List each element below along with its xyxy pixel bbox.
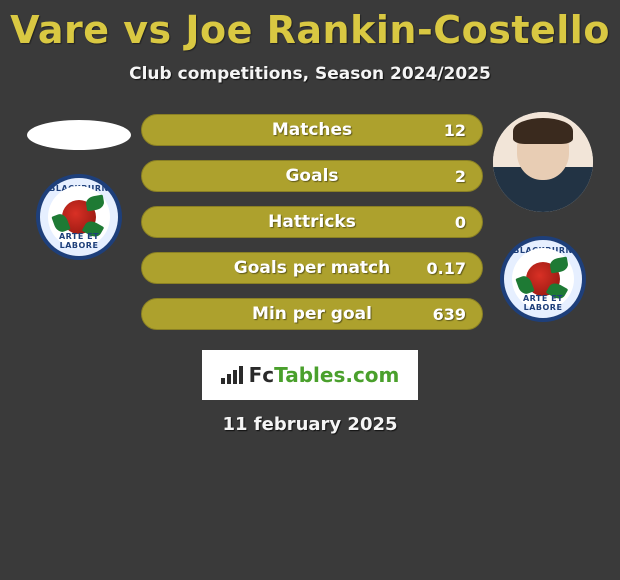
- rose-icon: [526, 262, 560, 296]
- stat-value: 2: [455, 167, 466, 186]
- stat-label: Hattricks: [268, 212, 356, 232]
- player-right-photo: [493, 112, 593, 212]
- stat-bar-hattricks: Hattricks 0: [141, 206, 483, 238]
- comparison-card: Vare vs Joe Rankin-Costello Club competi…: [0, 0, 620, 435]
- stats-column: Matches 12 Goals 2 Hattricks 0 Goals per…: [141, 112, 483, 330]
- badge-bottom-text: ARTE ET LABORE: [504, 294, 582, 312]
- stat-value: 639: [433, 305, 466, 324]
- stat-bar-matches: Matches 12: [141, 114, 483, 146]
- main-row: BLACKBURN ROVERS ARTE ET LABORE Matches …: [0, 112, 620, 330]
- brand-prefix: Fc: [249, 363, 275, 387]
- brand-suffix: Tables.com: [274, 363, 399, 387]
- rose-icon: [62, 200, 96, 234]
- player-right-column: BLACKBURN ROVERS ARTE ET LABORE: [493, 112, 593, 322]
- face-icon: [493, 112, 593, 212]
- brand-text: FcTables.com: [249, 363, 400, 387]
- subtitle: Club competitions, Season 2024/2025: [0, 64, 620, 84]
- stat-label: Matches: [272, 120, 352, 140]
- club-badge-right: BLACKBURN ROVERS ARTE ET LABORE: [500, 236, 586, 322]
- stat-value: 12: [444, 121, 466, 140]
- stat-value: 0.17: [427, 259, 466, 278]
- stat-bar-goals: Goals 2: [141, 160, 483, 192]
- brand-card: FcTables.com: [202, 350, 418, 400]
- stat-label: Goals: [285, 166, 338, 186]
- stat-value: 0: [455, 213, 466, 232]
- club-badge-left: BLACKBURN ROVERS ARTE ET LABORE: [36, 174, 122, 260]
- stat-bar-mpg: Min per goal 639: [141, 298, 483, 330]
- stat-label: Min per goal: [252, 304, 372, 324]
- page-title: Vare vs Joe Rankin-Costello: [0, 8, 620, 52]
- stat-label: Goals per match: [234, 258, 390, 278]
- date-text: 11 february 2025: [0, 414, 620, 435]
- player-left-photo: [27, 120, 131, 150]
- badge-bottom-text: ARTE ET LABORE: [40, 232, 118, 250]
- stat-bar-gpm: Goals per match 0.17: [141, 252, 483, 284]
- player-left-column: BLACKBURN ROVERS ARTE ET LABORE: [27, 112, 131, 260]
- bar-chart-icon: [221, 366, 243, 384]
